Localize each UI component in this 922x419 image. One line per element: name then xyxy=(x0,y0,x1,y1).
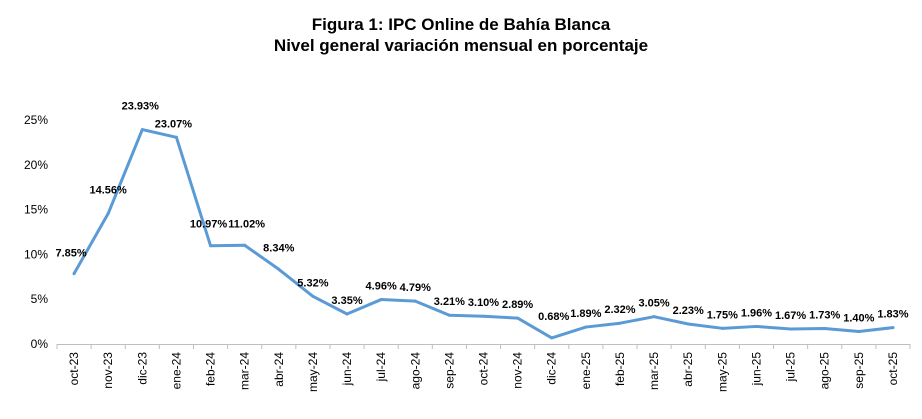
x-tick-label: nov-24 xyxy=(511,352,525,389)
data-label: 23.93% xyxy=(122,101,160,113)
data-label: 3.05% xyxy=(638,298,669,310)
x-tick-label: dic-24 xyxy=(545,352,559,385)
data-label: 1.73% xyxy=(809,309,840,321)
data-point xyxy=(754,324,758,328)
x-tick-label: abr-25 xyxy=(681,352,695,387)
x-tick-label: jul-24 xyxy=(374,352,388,383)
data-point xyxy=(243,243,247,247)
x-tick-label: may-24 xyxy=(306,352,320,392)
x-tick-label: oct-23 xyxy=(67,352,81,386)
data-label: 3.10% xyxy=(468,297,499,309)
data-point xyxy=(584,325,588,329)
x-axis: oct-23 nov-23 dic-23 ene-24 feb-24 mar-24 abr-… xyxy=(56,344,911,392)
x-tick-label: feb-25 xyxy=(613,352,627,386)
data-labels: 7.85% 14.56% 23.93% 23.07% 10.97% 11.02% 8.34%… xyxy=(55,101,908,325)
data-label: 0.68% xyxy=(538,311,569,323)
x-tick-label: oct-25 xyxy=(886,352,900,386)
x-tick-label: ene-24 xyxy=(169,352,183,390)
data-point xyxy=(652,315,656,319)
data-label: 8.34% xyxy=(263,242,294,254)
data-point xyxy=(72,272,76,276)
x-tick-label: ene-25 xyxy=(579,352,593,390)
data-label: 1.75% xyxy=(707,309,738,321)
data-label: 1.40% xyxy=(843,312,874,324)
chart-title: Figura 1: IPC Online de Bahía Blanca xyxy=(311,15,611,34)
data-point xyxy=(345,312,349,316)
data-label: 11.02% xyxy=(228,218,265,230)
data-point xyxy=(447,313,451,317)
data-point xyxy=(277,267,281,271)
data-label: 2.32% xyxy=(604,304,635,316)
data-point xyxy=(209,244,213,248)
series-points xyxy=(72,128,895,340)
x-tick-label: ago-25 xyxy=(818,352,832,390)
data-point xyxy=(618,321,622,325)
data-point xyxy=(311,294,315,298)
data-label: 5.32% xyxy=(297,277,328,289)
chart-title-block: Figura 1: IPC Online de Bahía Blanca Niv… xyxy=(0,14,922,56)
x-tick-label: mar-24 xyxy=(238,352,252,390)
data-label: 1.89% xyxy=(570,308,601,320)
data-point xyxy=(823,326,827,330)
x-tick-label: jun-24 xyxy=(340,352,354,387)
x-tick-label: sep-25 xyxy=(852,352,866,389)
data-point xyxy=(789,327,793,331)
data-point xyxy=(516,316,520,320)
y-tick-label: 15% xyxy=(24,203,48,217)
y-tick-label: 5% xyxy=(31,292,49,306)
data-label: 1.96% xyxy=(741,307,772,319)
data-label: 7.85% xyxy=(55,248,86,260)
data-point xyxy=(550,336,554,340)
y-tick-label: 10% xyxy=(24,247,48,261)
x-tick-label: sep-24 xyxy=(442,352,456,389)
y-tick-label: 20% xyxy=(24,158,48,172)
data-point xyxy=(686,322,690,326)
chart-subtitle: Nivel general variación mensual en porce… xyxy=(273,36,649,55)
x-tick-label: may-25 xyxy=(715,352,729,392)
data-point xyxy=(720,326,724,330)
data-point xyxy=(482,314,485,318)
data-label: 1.83% xyxy=(877,309,908,321)
x-tick-label: ago-24 xyxy=(408,352,422,390)
data-point xyxy=(413,299,417,303)
data-label: 1.67% xyxy=(775,310,806,322)
data-point xyxy=(891,326,895,330)
x-tick-label: mar-25 xyxy=(647,352,661,390)
data-point xyxy=(140,128,144,132)
y-axis: 0% 5% 10% 15% 20% 25% xyxy=(24,113,48,351)
data-label: 3.21% xyxy=(434,296,465,308)
data-point xyxy=(106,212,110,216)
x-tick-label: nov-23 xyxy=(101,352,115,389)
x-tick-label: dic-23 xyxy=(135,352,149,385)
data-label: 10.97% xyxy=(190,219,228,231)
data-label: 2.89% xyxy=(502,299,533,311)
data-label: 23.07% xyxy=(155,118,193,130)
data-point xyxy=(857,329,861,333)
y-tick-label: 25% xyxy=(24,113,48,127)
data-point xyxy=(379,298,383,302)
data-label: 3.35% xyxy=(331,295,362,307)
x-tick-label: jun-25 xyxy=(749,352,763,387)
data-label: 4.79% xyxy=(400,282,431,294)
data-label: 2.23% xyxy=(673,305,704,317)
x-tick-label: jul-25 xyxy=(784,352,798,383)
data-label: 14.56% xyxy=(90,185,128,197)
y-tick-label: 0% xyxy=(31,337,49,351)
x-tick-label: feb-24 xyxy=(204,352,218,386)
data-label: 4.96% xyxy=(366,281,397,293)
x-tick-label: oct-24 xyxy=(477,352,491,386)
x-tick-label: abr-24 xyxy=(272,352,286,387)
data-point xyxy=(174,135,178,139)
